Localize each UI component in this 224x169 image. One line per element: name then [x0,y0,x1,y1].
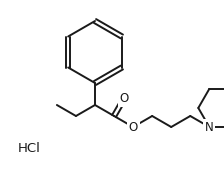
Text: N: N [205,120,214,134]
Text: O: O [129,120,138,134]
Text: HCl: HCl [18,141,41,154]
Text: O: O [119,92,129,105]
Text: N: N [205,120,214,134]
